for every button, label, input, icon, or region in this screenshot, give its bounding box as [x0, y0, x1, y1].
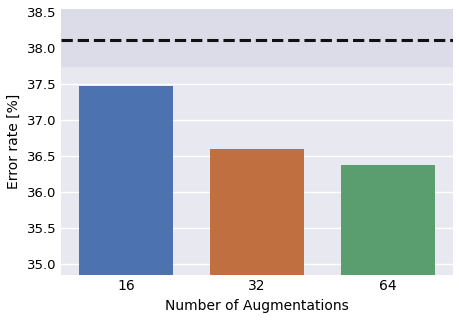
X-axis label: Number of Augmentations: Number of Augmentations: [165, 299, 348, 313]
Bar: [209, 149, 303, 320]
Bar: [78, 85, 173, 320]
Bar: [340, 164, 434, 320]
Y-axis label: Error rate [%]: Error rate [%]: [7, 94, 21, 189]
Bar: [61, 9, 452, 66]
